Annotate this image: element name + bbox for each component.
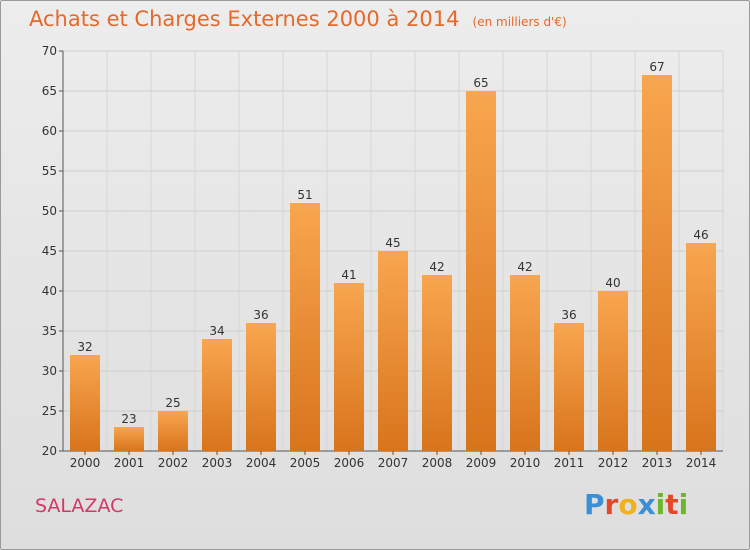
data-label-2009: 65: [473, 76, 488, 90]
y-tick-label: 45: [42, 244, 57, 258]
x-tick-label: 2005: [290, 456, 321, 470]
commune-name: SALAZAC: [35, 495, 124, 517]
y-tick-label: 70: [42, 44, 57, 58]
y-tick-label: 60: [42, 124, 57, 138]
x-tick-label: 2010: [510, 456, 541, 470]
bar-2002: [158, 411, 188, 451]
data-label-2003: 34: [209, 324, 224, 338]
y-tick-label: 20: [42, 444, 57, 458]
data-label-2008: 42: [429, 260, 444, 274]
logo-letter: t: [665, 488, 679, 521]
bar-2014: [686, 243, 716, 451]
y-tick-label: 65: [42, 84, 57, 98]
bar-2003: [202, 339, 232, 451]
logo-letter: r: [604, 488, 619, 521]
x-tick-label: 2000: [70, 456, 101, 470]
y-tick-label: 35: [42, 324, 57, 338]
x-tick-label: 2002: [158, 456, 189, 470]
y-tick-label: 50: [42, 204, 57, 218]
bars: [70, 75, 716, 451]
logo-letter: i: [655, 488, 666, 521]
title-row: Achats et Charges Externes 2000 à 2014 (…: [29, 7, 567, 31]
logo-letter: P: [584, 488, 605, 521]
y-tick-label: 25: [42, 404, 57, 418]
bar-2011: [554, 323, 584, 451]
chart-title: Achats et Charges Externes 2000 à 2014: [29, 7, 460, 31]
logo-letter: i: [678, 488, 689, 521]
bar-2010: [510, 275, 540, 451]
logo-letter: x: [637, 488, 656, 521]
data-label-2007: 45: [385, 236, 400, 250]
data-label-2002: 25: [165, 396, 180, 410]
y-tick-label: 30: [42, 364, 57, 378]
x-tick-label: 2006: [334, 456, 365, 470]
data-label-2004: 36: [253, 308, 268, 322]
data-labels: 32 23 25 34 36 51 41 45 42 65 42 36 40 67 46: [77, 60, 708, 426]
y-tick-label: 55: [42, 164, 57, 178]
bar-2001: [114, 427, 144, 451]
data-label-2012: 40: [605, 276, 620, 290]
chart-unit-note: (en milliers d'€): [472, 15, 567, 29]
data-label-2010: 42: [517, 260, 532, 274]
x-tick-labels: 2000 2001 2002 2003 2004 2005 2006 2007 2008 2009…: [70, 456, 717, 470]
x-tick-label: 2012: [598, 456, 629, 470]
bar-2006: [334, 283, 364, 451]
data-label-2006: 41: [341, 268, 356, 282]
x-tick-label: 2009: [466, 456, 497, 470]
bar-2012: [598, 291, 628, 451]
data-label-2001: 23: [121, 412, 136, 426]
bar-2005: [290, 203, 320, 451]
data-label-2013: 67: [649, 60, 664, 74]
bar-2007: [378, 251, 408, 451]
x-tick-label: 2011: [554, 456, 585, 470]
bar-2000: [70, 355, 100, 451]
proxiti-logo[interactable]: Proxiti: [584, 488, 688, 521]
y-tick-label: 40: [42, 284, 57, 298]
y-tick-labels: 20 25 30 35 40 45 50 55 60 65 70: [42, 44, 57, 458]
bar-2008: [422, 275, 452, 451]
x-tick-label: 2004: [246, 456, 277, 470]
bar-2013: [642, 75, 672, 451]
logo-letter: o: [618, 488, 638, 521]
x-tick-label: 2008: [422, 456, 453, 470]
data-label-2005: 51: [297, 188, 312, 202]
x-tick-label: 2003: [202, 456, 233, 470]
bar-2009: [466, 91, 496, 451]
x-tick-label: 2013: [642, 456, 673, 470]
x-tick-label: 2001: [114, 456, 145, 470]
data-label-2011: 36: [561, 308, 576, 322]
data-label-2000: 32: [77, 340, 92, 354]
bar-2004: [246, 323, 276, 451]
data-label-2014: 46: [693, 228, 708, 242]
x-tick-label: 2014: [686, 456, 717, 470]
x-tick-label: 2007: [378, 456, 409, 470]
